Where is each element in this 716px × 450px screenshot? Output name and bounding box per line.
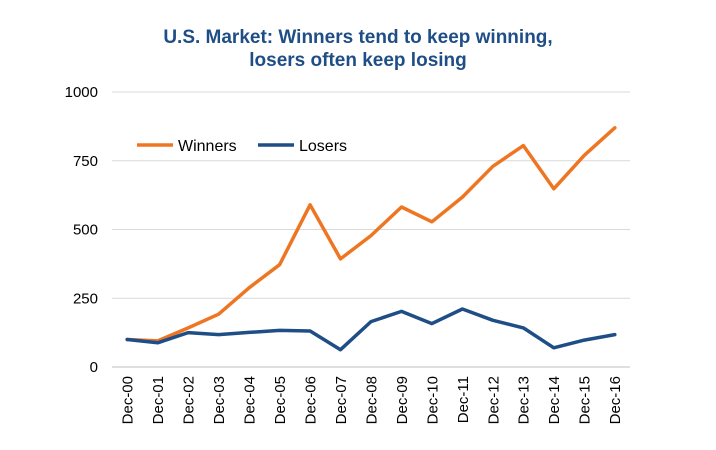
- data-point-winners: [491, 165, 495, 168]
- data-point-winners: [186, 326, 190, 330]
- y-tick-label: 0: [90, 359, 98, 376]
- x-tick-label: Dec-06: [302, 376, 319, 424]
- series-line-losers: [125, 307, 617, 352]
- data-point-losers: [461, 307, 464, 311]
- y-tick-label: 750: [73, 153, 98, 170]
- x-tick-label: Dec-02: [181, 376, 198, 424]
- y-tick-label: 1000: [65, 84, 98, 101]
- x-axis: Dec-00 Dec-01 Dec-02 Dec-03 Dec-04 Dec-05 Dec-…: [112, 366, 630, 424]
- data-point-losers: [186, 331, 190, 334]
- x-tick-label: Dec-09: [394, 376, 411, 424]
- x-tick-label: Dec-03: [211, 376, 228, 424]
- series-lines: [125, 126, 617, 352]
- data-point-winners: [278, 263, 281, 266]
- x-tick-label: Dec-01: [150, 376, 167, 424]
- data-point-winners: [430, 220, 434, 223]
- x-tick-label: Dec-12: [485, 376, 502, 424]
- x-tick-label: Dec-10: [424, 376, 441, 424]
- data-point-losers: [369, 320, 373, 323]
- x-tick-label: Dec-13: [516, 376, 533, 424]
- data-point-winners: [613, 126, 616, 129]
- data-point-winners: [583, 154, 586, 157]
- chart-title: U.S. Market: Winners tend to keep winnin…: [0, 26, 716, 72]
- x-tick-label: Dec-00: [120, 376, 137, 424]
- data-point-losers: [522, 326, 525, 330]
- x-tick-label: Dec-16: [607, 376, 624, 424]
- y-tick-label: 500: [73, 222, 98, 239]
- data-point-losers: [247, 331, 251, 334]
- legend-label-losers: Losers: [299, 138, 347, 155]
- data-point-losers: [430, 322, 434, 325]
- data-point-winners: [247, 286, 251, 289]
- y-axis: 0 250 500 750 1000: [65, 84, 98, 376]
- data-point-losers: [491, 319, 495, 322]
- x-tick-label: Dec-11: [455, 376, 472, 423]
- x-tick-label: Dec-14: [546, 376, 563, 424]
- x-tick-label: Dec-15: [577, 376, 594, 424]
- data-point-losers: [339, 348, 342, 351]
- data-point-winners: [217, 313, 220, 316]
- y-tick-label: 250: [73, 290, 98, 307]
- x-tick-label: Dec-07: [333, 376, 350, 424]
- x-tick-label: Dec-08: [363, 376, 380, 424]
- chart-title-line-2: losers often keep losing: [249, 50, 467, 71]
- data-point-losers: [583, 338, 586, 342]
- x-tick-label: Dec-05: [272, 376, 289, 424]
- data-point-winners: [522, 144, 525, 147]
- data-point-winners: [461, 195, 464, 199]
- data-point-winners: [339, 257, 342, 261]
- data-point-winners: [552, 187, 556, 190]
- data-point-losers: [308, 329, 312, 333]
- data-point-winners: [308, 203, 312, 206]
- legend-label-winners: Winners: [178, 138, 237, 155]
- data-point-losers: [156, 341, 159, 344]
- data-point-losers: [217, 333, 220, 336]
- data-point-losers: [278, 329, 281, 332]
- data-point-winners: [369, 234, 373, 237]
- data-point-losers: [400, 310, 403, 313]
- chart-title-line-1: U.S. Market: Winners tend to keep winnin…: [163, 27, 553, 48]
- legend: Winners Losers: [137, 138, 347, 155]
- data-point-losers: [613, 333, 616, 336]
- data-point-losers: [552, 346, 556, 349]
- data-point-losers: [126, 338, 129, 341]
- data-point-winners: [400, 205, 403, 209]
- x-tick-label: Dec-04: [242, 376, 259, 424]
